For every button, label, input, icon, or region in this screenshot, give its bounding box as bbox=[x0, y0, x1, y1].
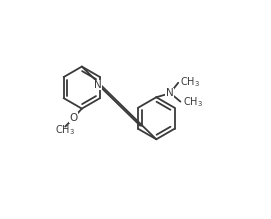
Text: CH$_3$: CH$_3$ bbox=[180, 75, 201, 89]
Text: O: O bbox=[69, 113, 78, 123]
Text: CH$_3$: CH$_3$ bbox=[55, 123, 75, 137]
Text: N: N bbox=[94, 80, 102, 90]
Text: CH$_3$: CH$_3$ bbox=[183, 95, 203, 109]
Text: N: N bbox=[166, 88, 174, 98]
